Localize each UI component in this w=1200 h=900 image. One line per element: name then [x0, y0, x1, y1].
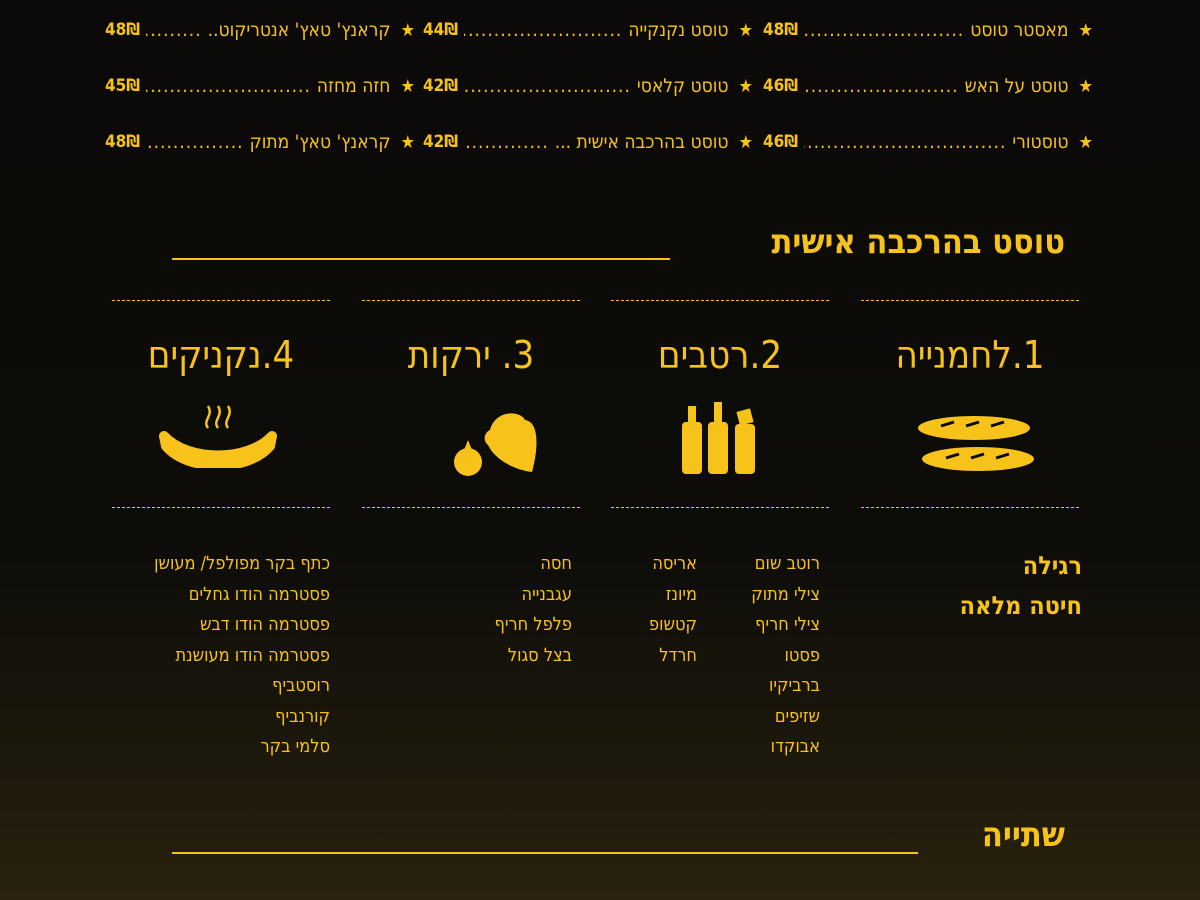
category-title: 4.נקניקים [147, 333, 295, 377]
ingredient: מיונז [665, 583, 697, 605]
menu-item-price: 42₪ [423, 76, 459, 96]
menu-item-price: 48₪ [763, 20, 799, 40]
star-icon: ★ [738, 131, 753, 153]
menu-item: ★ טוסט קלאסי ...........................… [423, 71, 753, 101]
ingredient: רוטב שום [754, 553, 820, 574]
menu-item-name: חזה מחזה [316, 75, 391, 97]
ingredient: רוסטביף [272, 675, 330, 696]
sauces-list-b: אריסה מיונז קטשופ חרדל [649, 549, 697, 671]
vegetables-icon [454, 413, 537, 476]
dot-leader: ........................................… [464, 75, 631, 97]
menu-item-name: טוסט נקנקייה [628, 19, 729, 41]
dashed-divider [362, 300, 580, 301]
ingredient: סלמי בקר [260, 736, 330, 757]
dashed-divider [362, 507, 580, 508]
bread-icon [918, 416, 1034, 471]
ingredient: קטשופ [649, 614, 697, 635]
ingredient: פסטרמה הודו דבש [199, 614, 330, 635]
menu-item-name: קראנץ' טאץ' אנטריקוט.. [207, 19, 391, 41]
star-icon: ★ [400, 131, 415, 153]
section-title-custom-toast: טוסט בהרכבה אישית [771, 222, 1065, 262]
menu-item-price: 42₪ [423, 132, 459, 152]
star-icon: ★ [1078, 75, 1093, 97]
cold-cuts-list: כתף בקר מפולפל/ מעושן פסטרמה הודו גחלים פס… [154, 549, 330, 763]
ingredient: ברביקיו [768, 675, 820, 696]
dashed-divider [112, 300, 330, 301]
dot-leader: ........................................… [804, 19, 965, 41]
menu-item-price: 48₪ [105, 132, 141, 152]
section-title-drinks: שתייה [981, 815, 1065, 855]
menu-item-price: 46₪ [763, 76, 799, 96]
menu-item: ★ קראנץ' טאץ' אנטריקוט.. ...............… [105, 15, 415, 45]
dashed-divider [611, 507, 829, 508]
ingredient: קורנביף [275, 705, 330, 727]
menu-item: ★ טוסט על האש ..........................… [763, 71, 1093, 101]
menu-item: ★ טוסט נקנקייה .........................… [423, 15, 753, 45]
category-title: 3. ירקות [407, 333, 535, 377]
star-icon: ★ [400, 75, 415, 97]
menu-item-name: טוסט קלאסי [636, 75, 729, 97]
sauces-list-a: רוטב שום צילי מתוק צילי חריף פסטו ברביקיו שזי… [751, 549, 820, 763]
menu-item-price: 48₪ [105, 20, 141, 40]
dot-leader: ........................................… [464, 19, 623, 41]
ingredient: פסטרמה הודו גחלים [188, 583, 330, 605]
menu-item-name: טוסט בהרכבה אישית ... [554, 131, 729, 153]
menu-item: ★ מאסטר טוסט ...........................… [763, 15, 1093, 45]
ingredient: צילי מתוק [751, 583, 820, 605]
menu-item: ★ טוסטורי ..............................… [763, 127, 1093, 157]
dot-leader: ........................................… [146, 131, 244, 153]
ingredient: צילי חריף [755, 614, 820, 635]
dashed-divider [861, 507, 1079, 508]
menu-item-name: טוסט על האש [964, 75, 1069, 97]
dot-leader: ........................................… [146, 75, 311, 97]
ingredient: פסטו [784, 644, 820, 666]
dot-leader: ........................................… [804, 131, 1007, 153]
bread-options: רגילה חיטה מלאה [960, 546, 1082, 626]
ingredient: אריסה [652, 553, 697, 574]
star-icon: ★ [738, 75, 753, 97]
ingredient: חסה [540, 553, 572, 574]
menu-item-name: מאסטר טוסט [970, 19, 1069, 41]
menu-item-name: טוסטורי [1012, 131, 1069, 153]
divider [172, 258, 670, 260]
ingredient: חרדל [659, 644, 697, 666]
vegetables-list: חסה עגבנייה פלפל חריף בצל סגול [495, 549, 572, 671]
bread-option: חיטה מלאה [959, 591, 1082, 620]
sauce-bottles-icon [682, 402, 755, 474]
star-icon: ★ [1078, 19, 1093, 41]
menu-item-price: 44₪ [423, 20, 459, 40]
menu-item-name: קראנץ' טאץ' מתוק [249, 131, 391, 153]
dot-leader: ........................................… [464, 131, 549, 153]
bread-option: רגילה [1022, 551, 1082, 580]
ingredient: אבוקדו [770, 736, 820, 757]
menu-item: ★ קראנץ' טאץ' מתוק .....................… [105, 127, 415, 157]
category-title: 2.רטבים [657, 333, 783, 377]
dot-leader: ........................................… [146, 19, 202, 41]
star-icon: ★ [738, 19, 753, 41]
ingredient: שזיפים [774, 705, 820, 727]
ingredient: עגבנייה [521, 583, 572, 605]
divider [172, 852, 918, 854]
ingredient: כתף בקר מפולפל/ מעושן [154, 553, 330, 574]
dashed-divider [611, 300, 829, 301]
ingredient: פלפל חריף [494, 614, 572, 635]
sausage-icon [159, 405, 277, 468]
star-icon: ★ [1078, 131, 1093, 153]
menu-item: ★ חזה מחזה .............................… [105, 71, 415, 101]
ingredient: בצל סגול [507, 644, 572, 666]
dashed-divider [861, 300, 1079, 301]
menu-item-price: 45₪ [105, 76, 141, 96]
category-title: 1.לחמנייה [895, 333, 1045, 377]
star-icon: ★ [400, 19, 415, 41]
ingredient: פסטרמה הודו מעושנת [175, 644, 330, 666]
menu-item-price: 46₪ [763, 132, 799, 152]
menu-item: ★ טוסט בהרכבה אישית ... ................… [423, 127, 753, 157]
dashed-divider [112, 507, 330, 508]
dot-leader: ........................................… [804, 75, 959, 97]
